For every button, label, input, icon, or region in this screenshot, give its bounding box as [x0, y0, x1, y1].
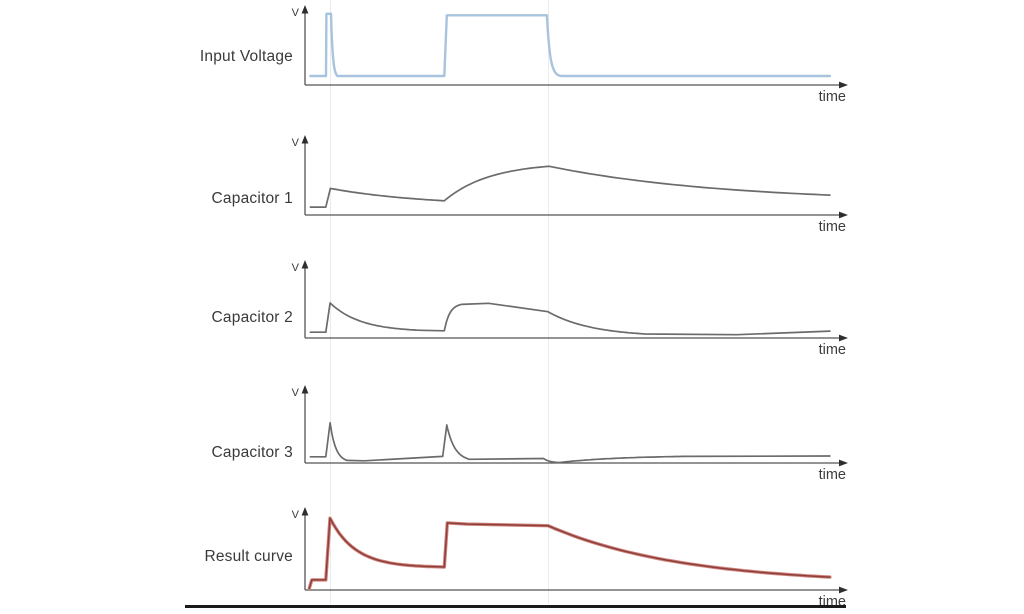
chart-title-capacitor-2: Capacitor 2	[211, 309, 293, 326]
y-axis-arrow	[301, 135, 309, 144]
figure-bottom-rule	[185, 605, 846, 608]
y-axis-label: V	[291, 509, 299, 521]
y-axis-arrow	[301, 507, 309, 516]
curve-3	[309, 421, 831, 464]
curve-4-core	[308, 517, 831, 590]
chart-plot-result-curve	[301, 507, 848, 594]
x-axis-arrow	[839, 459, 848, 467]
y-axis-arrow	[301, 5, 309, 14]
event-guide-line-pulse-end	[548, 0, 549, 604]
x-axis-arrow	[839, 334, 848, 342]
event-guide-line-impulse	[330, 0, 331, 604]
chart-title-result-curve: Result curve	[204, 548, 293, 565]
y-axis-label: V	[291, 262, 299, 274]
chart-plot-capacitor-2	[301, 260, 848, 342]
y-axis-arrow	[301, 385, 309, 394]
chart-title-capacitor-3: Capacitor 3	[211, 444, 293, 461]
y-axis-label: V	[291, 7, 299, 19]
chart-title-input-voltage: Input Voltage	[199, 48, 293, 65]
chart-title-capacitor-1: Capacitor 1	[211, 190, 293, 207]
chart-plot-capacitor-3	[301, 385, 848, 467]
chart-plot-input-voltage	[301, 5, 848, 89]
x-axis-label: time	[818, 89, 846, 105]
x-axis-arrow	[839, 586, 848, 594]
curve-2	[309, 302, 831, 336]
x-axis-label: time	[818, 342, 846, 358]
y-axis-label: V	[291, 137, 299, 149]
curve-1	[309, 165, 831, 208]
x-axis-arrow	[839, 211, 848, 219]
x-axis-arrow	[839, 81, 848, 89]
x-axis-label: time	[818, 219, 846, 235]
chart-plot-capacitor-1	[301, 135, 848, 219]
y-axis-label: V	[291, 387, 299, 399]
curve-4	[307, 516, 832, 591]
curve-0	[309, 12, 832, 78]
y-axis-arrow	[301, 260, 309, 269]
x-axis-label: time	[818, 467, 846, 483]
